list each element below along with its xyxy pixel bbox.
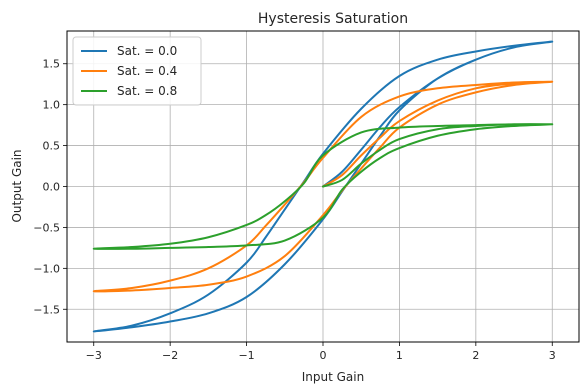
legend-label: Sat. = 0.0 (117, 44, 177, 58)
chart-title: Hysteresis Saturation (258, 11, 408, 27)
y-tick-label: 1.5 (43, 58, 61, 71)
series-line-2 (92, 123, 554, 250)
y-tick-label: −0.5 (33, 221, 60, 234)
legend-box (72, 36, 202, 106)
legend: Sat. = 0.0 Sat. = 0.4 Sat. = 0.8 (72, 36, 202, 106)
y-tick-label: 0.0 (43, 181, 61, 194)
y-tick-label: −1.5 (33, 303, 60, 316)
y-tick-label: −1.0 (33, 262, 60, 275)
legend-label: Sat. = 0.4 (117, 64, 177, 78)
series-layer (92, 40, 554, 333)
x-tick-label: −2 (162, 349, 178, 362)
x-tick-label: 1 (396, 349, 403, 362)
x-axis-label: Input Gain (302, 370, 364, 384)
y-tick-label: 0.5 (43, 140, 61, 153)
x-tick-label: 2 (472, 349, 479, 362)
x-tick-label: −1 (238, 349, 254, 362)
ticks: −3 −2 −1 0 1 2 3 −1.5 −1.0 −0.5 0.0 0.5 1.0 1.5 (33, 58, 555, 362)
x-tick-label: −3 (86, 349, 102, 362)
x-tick-label: 3 (549, 349, 556, 362)
y-tick-label: 1.0 (43, 99, 61, 112)
y-axis-label: Output Gain (10, 149, 24, 222)
legend-label: Sat. = 0.8 (117, 84, 177, 98)
x-tick-label: 0 (320, 349, 327, 362)
